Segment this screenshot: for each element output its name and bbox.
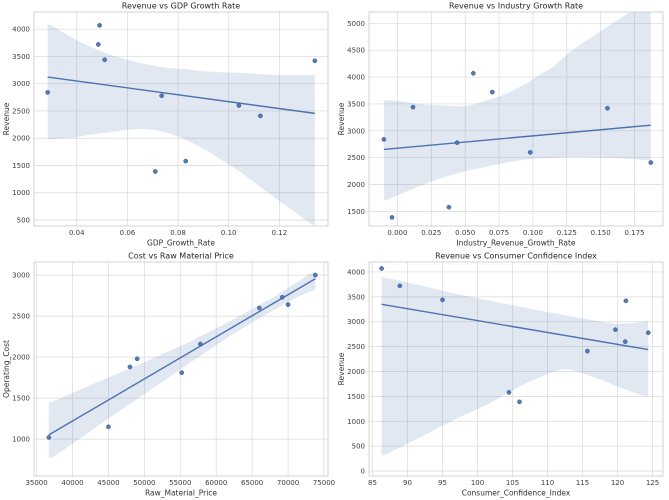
svg-text:0.06: 0.06 <box>120 229 136 237</box>
svg-text:Revenue vs Industry Growth Rat: Revenue vs Industry Growth Rate <box>448 2 582 11</box>
svg-text:4000: 4000 <box>347 268 365 276</box>
svg-text:85: 85 <box>368 479 377 487</box>
svg-text:60000: 60000 <box>205 479 227 487</box>
svg-text:100: 100 <box>470 479 483 487</box>
svg-text:500: 500 <box>17 217 30 225</box>
svg-text:1500: 1500 <box>347 208 365 216</box>
svg-text:2000: 2000 <box>12 135 30 143</box>
svg-text:2000: 2000 <box>347 368 365 376</box>
svg-text:Revenue vs Consumer Confidence: Revenue vs Consumer Confidence Index <box>435 252 597 261</box>
revenue-vs-gdp-growth-chart: 0.04 0.06 0.08 0.10 0.12 500 1000 1500 2000 2500 3… <box>2 2 329 248</box>
svg-text:0.08: 0.08 <box>170 229 186 237</box>
svg-text:4500: 4500 <box>347 47 365 55</box>
svg-text:0.10: 0.10 <box>221 229 237 237</box>
svg-text:GDP_Growth_Rate: GDP_Growth_Rate <box>147 239 215 248</box>
svg-text:55000: 55000 <box>169 479 191 487</box>
svg-text:115: 115 <box>575 479 588 487</box>
subplot-revenue-vs-consumer-confidence: 85 90 95 100 105 110 115 120 125 0 500 1000 1500 2000… <box>335 250 669 500</box>
svg-text:0.150: 0.150 <box>590 229 610 237</box>
svg-text:2500: 2500 <box>12 107 30 115</box>
svg-text:120: 120 <box>610 479 623 487</box>
svg-text:0.000: 0.000 <box>387 229 407 237</box>
svg-text:1000: 1000 <box>347 418 365 426</box>
svg-text:1000: 1000 <box>12 436 30 444</box>
svg-text:0.075: 0.075 <box>489 229 509 237</box>
svg-text:1500: 1500 <box>12 395 30 403</box>
svg-text:0.100: 0.100 <box>522 229 542 237</box>
svg-text:75000: 75000 <box>313 479 335 487</box>
svg-text:Revenue: Revenue <box>2 102 11 135</box>
svg-text:Revenue: Revenue <box>337 352 346 385</box>
svg-text:125: 125 <box>645 479 658 487</box>
svg-text:3500: 3500 <box>12 53 30 61</box>
svg-text:2000: 2000 <box>347 181 365 189</box>
svg-text:4000: 4000 <box>12 26 30 34</box>
svg-text:40000: 40000 <box>61 479 83 487</box>
svg-text:0.04: 0.04 <box>69 229 85 237</box>
svg-text:105: 105 <box>505 479 518 487</box>
svg-text:95: 95 <box>438 479 447 487</box>
svg-text:Revenue: Revenue <box>337 102 346 135</box>
revenue-vs-consumer-confidence-chart: 85 90 95 100 105 110 115 120 125 0 500 1000 1500 2000… <box>337 252 663 498</box>
svg-text:Industry_Revenue_Growth_Rate: Industry_Revenue_Growth_Rate <box>456 239 575 248</box>
svg-text:90: 90 <box>403 479 412 487</box>
svg-text:Consumer_Confidence_Index: Consumer_Confidence_Index <box>461 489 570 498</box>
svg-text:Operating_Cost: Operating_Cost <box>2 340 11 398</box>
svg-text:3000: 3000 <box>347 318 365 326</box>
svg-text:50000: 50000 <box>133 479 155 487</box>
svg-text:Raw_Material_Price: Raw_Material_Price <box>145 489 217 498</box>
svg-text:Revenue vs GDP Growth Rate: Revenue vs GDP Growth Rate <box>122 2 240 11</box>
svg-text:500: 500 <box>351 443 364 451</box>
revenue-vs-industry-growth-chart: 0.000 0.025 0.050 0.075 0.100 0.125 0.150 0.175… <box>337 2 663 248</box>
svg-text:2500: 2500 <box>347 154 365 162</box>
svg-text:3500: 3500 <box>347 100 365 108</box>
svg-text:0.12: 0.12 <box>272 229 288 237</box>
svg-text:3000: 3000 <box>12 272 30 280</box>
svg-text:0.175: 0.175 <box>624 229 644 237</box>
svg-text:2500: 2500 <box>12 313 30 321</box>
svg-text:110: 110 <box>540 479 553 487</box>
svg-text:2000: 2000 <box>12 354 30 362</box>
svg-text:Cost vs Raw Material Price: Cost vs Raw Material Price <box>128 252 234 261</box>
svg-text:3000: 3000 <box>12 80 30 88</box>
svg-text:65000: 65000 <box>241 479 263 487</box>
svg-text:0: 0 <box>360 468 364 476</box>
svg-text:35000: 35000 <box>25 479 47 487</box>
svg-text:1500: 1500 <box>347 393 365 401</box>
svg-text:0.025: 0.025 <box>421 229 441 237</box>
cost-vs-raw-material-price-chart: 35000 40000 45000 50000 55000 60000 65000 70000… <box>2 252 335 498</box>
svg-text:1000: 1000 <box>12 189 30 197</box>
subplot-revenue-vs-gdp-growth: 0.04 0.06 0.08 0.10 0.12 500 1000 1500 2000 2500 3… <box>0 0 335 250</box>
subplot-revenue-vs-industry-growth: 0.000 0.025 0.050 0.075 0.100 0.125 0.150 0.175… <box>335 0 669 250</box>
svg-text:70000: 70000 <box>277 479 299 487</box>
svg-text:2500: 2500 <box>347 343 365 351</box>
svg-text:0.050: 0.050 <box>455 229 475 237</box>
svg-text:4000: 4000 <box>347 74 365 82</box>
svg-text:45000: 45000 <box>97 479 119 487</box>
svg-text:1500: 1500 <box>12 162 30 170</box>
svg-text:3500: 3500 <box>347 293 365 301</box>
svg-text:3000: 3000 <box>347 127 365 135</box>
svg-text:5000: 5000 <box>347 20 365 28</box>
subplot-cost-vs-raw-material-price: 35000 40000 45000 50000 55000 60000 65000 70000… <box>0 250 335 500</box>
svg-text:0.125: 0.125 <box>556 229 576 237</box>
